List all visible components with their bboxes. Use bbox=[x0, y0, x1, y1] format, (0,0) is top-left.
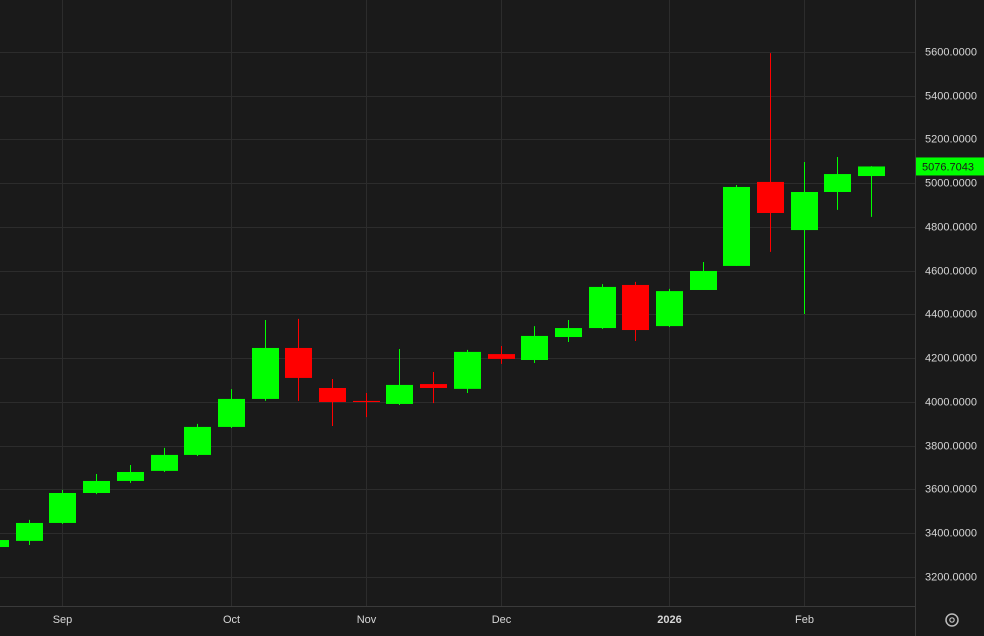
candle-body bbox=[117, 471, 144, 481]
y-tick-label: 5400.0000 bbox=[925, 90, 977, 102]
settings-icon bbox=[945, 613, 959, 627]
candle-body bbox=[420, 384, 447, 388]
last-price-label: 5076.7043 bbox=[922, 161, 974, 173]
plot-area bbox=[0, 53, 885, 548]
candle-body bbox=[83, 480, 110, 493]
settings-button[interactable] bbox=[931, 606, 973, 636]
candle-body bbox=[521, 335, 548, 360]
x-tick-label: Sep bbox=[53, 614, 73, 626]
y-tick-label: 4200.0000 bbox=[925, 352, 977, 364]
settings-icon-center bbox=[949, 617, 955, 623]
y-tick-label: 3600.0000 bbox=[925, 483, 977, 495]
candle-body bbox=[218, 398, 245, 427]
candle-body bbox=[285, 347, 312, 378]
y-tick-label: 3800.0000 bbox=[925, 440, 977, 452]
candle-body bbox=[252, 347, 279, 399]
candle-body bbox=[454, 351, 481, 389]
candle-body bbox=[386, 384, 413, 404]
candle-body bbox=[656, 291, 683, 327]
candle-body bbox=[690, 270, 717, 290]
y-tick-label: 3400.0000 bbox=[925, 527, 977, 539]
candle-body bbox=[858, 166, 885, 177]
y-tick-label: 4000.0000 bbox=[925, 396, 977, 408]
candle-body bbox=[353, 400, 380, 402]
candle-body bbox=[488, 354, 515, 359]
candle-body bbox=[555, 328, 582, 338]
settings-box[interactable] bbox=[931, 606, 973, 636]
candle-body bbox=[0, 540, 9, 548]
candle-body bbox=[791, 191, 818, 231]
candle-body bbox=[589, 286, 616, 329]
y-tick-label: 5000.0000 bbox=[925, 177, 977, 189]
y-tick-label: 4600.0000 bbox=[925, 265, 977, 277]
candle-body bbox=[723, 186, 750, 266]
y-tick-label: 4800.0000 bbox=[925, 221, 977, 233]
y-tick-label: 3200.0000 bbox=[925, 571, 977, 583]
candle-body bbox=[49, 492, 76, 523]
x-tick-label: Feb bbox=[795, 614, 814, 626]
candle-body bbox=[151, 454, 178, 471]
y-tick-label: 4400.0000 bbox=[925, 308, 977, 320]
candle-body bbox=[824, 174, 851, 192]
x-tick-label: 2026 bbox=[657, 614, 681, 626]
last-price-box bbox=[916, 157, 984, 176]
y-tick-label: 5200.0000 bbox=[925, 133, 977, 145]
x-tick-label: Nov bbox=[357, 614, 377, 626]
candle-body bbox=[757, 181, 784, 213]
candle-body bbox=[319, 387, 346, 402]
candle-body bbox=[184, 426, 211, 455]
axes: 3200.0000 3400.0000 3600.0000 3800.0000 4000… bbox=[53, 46, 984, 626]
y-tick-label: 5600.0000 bbox=[925, 46, 977, 58]
candle-body bbox=[622, 284, 649, 331]
x-tick-label: Oct bbox=[223, 614, 240, 626]
candle-body bbox=[16, 522, 43, 541]
x-tick-label: Dec bbox=[492, 614, 512, 626]
